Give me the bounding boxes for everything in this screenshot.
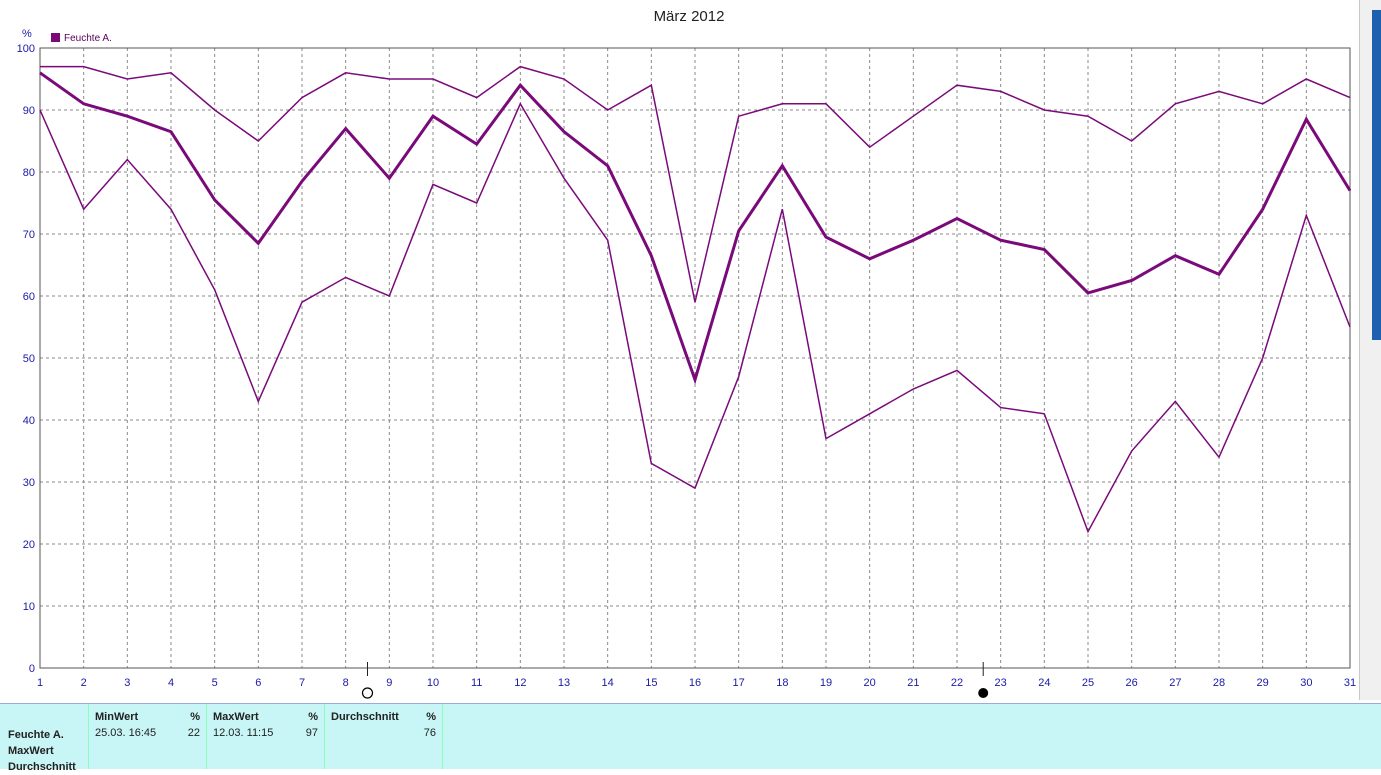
stats-row-label: MaxWert [8, 745, 54, 757]
window-edge-accent [1372, 10, 1381, 340]
x-tick-label: 7 [299, 677, 305, 689]
y-axis-ticks: 0 10 20 30 40 50 60 70 80 90 100 [17, 43, 35, 675]
y-tick-label: 70 [23, 229, 35, 241]
humidity-chart: März 2012 % Feuchte A. 01020304050607080… [17, 8, 1356, 699]
x-tick-label: 25 [1082, 677, 1094, 689]
x-tick-label: 4 [168, 677, 174, 689]
stats-column-unit: % [308, 711, 318, 723]
x-tick-label: 17 [733, 677, 745, 689]
stats-column-min: MinWert % 25.03. 16:45 22 [88, 704, 207, 769]
y-axis-unit-label: % [22, 28, 32, 40]
x-tick-label: 5 [212, 677, 218, 689]
y-tick-label: 0 [29, 663, 35, 675]
stats-max-date: 12.03. 11:15 [213, 727, 274, 739]
x-axis-ticks: 1 2 3 4 5 6 7 8 9 10 11 12 13 14 15 16 17 18 19 20 21 22 23 24 2… [37, 677, 1356, 689]
stats-column-average: Durchschnitt % 76 [324, 704, 443, 769]
stats-column-unit: % [426, 711, 436, 723]
x-tick-label: 24 [1038, 677, 1050, 689]
stats-max-value: 97 [305, 727, 318, 739]
x-tick-label: 27 [1169, 677, 1181, 689]
y-tick-label: 100 [17, 43, 35, 55]
new-moon-icon [978, 688, 989, 698]
stats-row-label: Feuchte A. [8, 729, 64, 741]
x-tick-label: 12 [514, 677, 526, 689]
x-tick-label: 30 [1300, 677, 1312, 689]
plot-frame [39, 47, 1351, 669]
stats-row-label: Durchschnitt [8, 761, 76, 773]
grid [40, 48, 1350, 668]
y-tick-label: 30 [23, 477, 35, 489]
y-tick-label: 50 [23, 353, 35, 365]
series-line-3 [39, 102, 1351, 534]
x-tick-label: 29 [1257, 677, 1269, 689]
x-tick-label: 20 [864, 677, 876, 689]
x-tick-label: 31 [1344, 677, 1356, 689]
x-tick-label: 15 [645, 677, 657, 689]
x-tick-label: 16 [689, 677, 701, 689]
y-tick-label: 80 [23, 167, 35, 179]
series-line-2 [39, 71, 1352, 385]
full-moon-icon [361, 687, 374, 699]
x-tick-label: 9 [386, 677, 392, 689]
stats-column-header: MaxWert [213, 711, 259, 723]
chart-title: März 2012 [654, 8, 725, 25]
series-line-1 [40, 65, 1351, 303]
window-edge-strip [1359, 0, 1381, 700]
x-tick-label: 2 [81, 677, 87, 689]
x-tick-label: 18 [776, 677, 788, 689]
moon-phase-markers [361, 662, 989, 699]
stats-min-value: 22 [187, 727, 200, 739]
stats-column-header: MinWert [95, 711, 139, 723]
y-tick-label: 60 [23, 291, 35, 303]
y-tick-label: 40 [23, 415, 35, 427]
x-tick-label: 6 [255, 677, 261, 689]
y-tick-label: 90 [23, 105, 35, 117]
x-tick-label: 1 [37, 677, 43, 689]
x-tick-label: 8 [343, 677, 349, 689]
legend-swatch [51, 33, 60, 42]
x-tick-label: 19 [820, 677, 832, 689]
stats-column-unit: % [190, 711, 200, 723]
y-tick-label: 10 [23, 601, 35, 613]
x-tick-label: 23 [995, 677, 1007, 689]
stats-min-date: 25.03. 16:45 [95, 727, 157, 739]
x-tick-label: 11 [471, 677, 482, 689]
x-tick-label: 28 [1213, 677, 1225, 689]
x-tick-label: 13 [558, 677, 570, 689]
legend-label: Feuchte A. [64, 33, 112, 44]
stats-column-header: Durchschnitt [331, 711, 399, 723]
x-tick-label: 26 [1126, 677, 1138, 689]
stats-column-max: MaxWert % 12.03. 11:15 97 [206, 704, 325, 769]
statistics-panel: Feuchte A. MaxWert Durchschnitt MinWert … [0, 703, 1381, 773]
x-tick-label: 22 [951, 677, 963, 689]
x-tick-label: 14 [602, 677, 614, 689]
stats-average-value: 76 [423, 727, 436, 739]
x-tick-label: 10 [427, 677, 439, 689]
x-tick-label: 3 [124, 677, 130, 689]
series-lines [39, 65, 1352, 534]
y-tick-label: 20 [23, 539, 35, 551]
x-tick-label: 21 [907, 677, 919, 689]
